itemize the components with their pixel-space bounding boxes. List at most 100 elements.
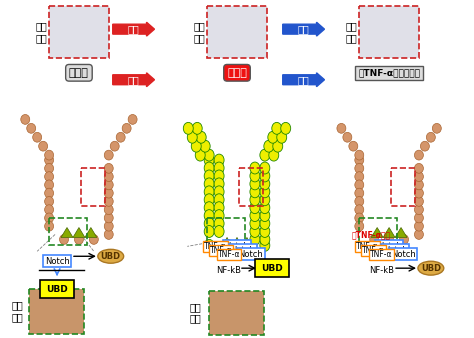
Ellipse shape — [214, 194, 224, 206]
Ellipse shape — [260, 178, 270, 190]
Bar — [81, 168, 105, 206]
Ellipse shape — [214, 186, 224, 198]
Ellipse shape — [260, 170, 270, 182]
Text: 増加: 増加 — [128, 24, 139, 34]
Ellipse shape — [214, 154, 224, 166]
Ellipse shape — [214, 178, 224, 190]
Ellipse shape — [195, 149, 205, 161]
Bar — [209, 291, 264, 335]
Ellipse shape — [45, 196, 54, 206]
Ellipse shape — [214, 162, 224, 174]
Ellipse shape — [250, 225, 260, 237]
Text: 陰窩
上部: 陰窩 上部 — [346, 21, 357, 43]
Text: TNF-α: TNF-α — [210, 246, 232, 255]
Ellipse shape — [349, 141, 358, 151]
Ellipse shape — [214, 170, 224, 182]
Ellipse shape — [343, 132, 352, 142]
Ellipse shape — [250, 170, 260, 182]
Ellipse shape — [384, 235, 393, 244]
Ellipse shape — [250, 186, 260, 198]
Ellipse shape — [104, 205, 113, 215]
Ellipse shape — [39, 141, 47, 151]
FancyArrow shape — [113, 73, 155, 87]
Ellipse shape — [192, 122, 202, 134]
Bar — [49, 6, 109, 58]
Ellipse shape — [45, 150, 54, 160]
Polygon shape — [85, 227, 97, 237]
Ellipse shape — [122, 123, 131, 133]
Ellipse shape — [116, 132, 125, 142]
Ellipse shape — [104, 180, 113, 190]
Text: TNF-α: TNF-α — [218, 250, 240, 259]
Text: Notch: Notch — [391, 250, 415, 259]
Text: TNF-α: TNF-α — [362, 246, 384, 255]
Ellipse shape — [104, 188, 113, 198]
Ellipse shape — [260, 210, 270, 222]
Ellipse shape — [204, 218, 214, 230]
Ellipse shape — [110, 141, 119, 151]
Text: 正常時: 正常時 — [69, 68, 89, 78]
Ellipse shape — [204, 178, 214, 190]
Ellipse shape — [223, 239, 233, 251]
FancyArrow shape — [283, 22, 325, 36]
Ellipse shape — [260, 234, 270, 245]
Ellipse shape — [414, 205, 423, 215]
Ellipse shape — [27, 123, 36, 133]
Ellipse shape — [260, 225, 270, 237]
Ellipse shape — [250, 234, 260, 245]
Ellipse shape — [400, 235, 409, 244]
Ellipse shape — [260, 218, 270, 230]
Ellipse shape — [281, 122, 291, 134]
Text: Notch: Notch — [45, 257, 69, 266]
Text: 陰窩
底部: 陰窩 底部 — [11, 300, 23, 322]
Ellipse shape — [273, 140, 283, 152]
Ellipse shape — [427, 132, 435, 142]
Ellipse shape — [45, 164, 54, 173]
Ellipse shape — [104, 213, 113, 223]
Ellipse shape — [260, 239, 270, 251]
Text: TNF-α: TNF-α — [204, 242, 227, 251]
Text: NF-kB: NF-kB — [369, 266, 393, 275]
Ellipse shape — [250, 178, 260, 190]
Ellipse shape — [214, 202, 224, 214]
Ellipse shape — [214, 225, 224, 237]
Ellipse shape — [250, 210, 260, 222]
Polygon shape — [371, 227, 383, 237]
Ellipse shape — [250, 218, 260, 230]
Ellipse shape — [264, 140, 274, 152]
Ellipse shape — [204, 225, 214, 237]
Ellipse shape — [272, 122, 282, 134]
Polygon shape — [232, 237, 242, 247]
Ellipse shape — [45, 155, 54, 165]
Ellipse shape — [269, 149, 279, 161]
Text: Notch: Notch — [225, 242, 249, 251]
Polygon shape — [395, 227, 407, 237]
Ellipse shape — [45, 213, 54, 223]
Ellipse shape — [414, 172, 423, 182]
Text: Notch: Notch — [377, 242, 401, 251]
Ellipse shape — [414, 196, 423, 206]
Ellipse shape — [355, 205, 364, 215]
Ellipse shape — [204, 154, 214, 166]
Text: NF-kB: NF-kB — [217, 266, 242, 275]
Ellipse shape — [355, 155, 364, 165]
Text: 陰窩
上部: 陰窩 上部 — [193, 21, 205, 43]
Ellipse shape — [104, 150, 113, 160]
Ellipse shape — [337, 123, 346, 133]
Ellipse shape — [183, 122, 193, 134]
Polygon shape — [61, 227, 73, 237]
Ellipse shape — [98, 249, 124, 263]
Ellipse shape — [214, 210, 224, 222]
Ellipse shape — [355, 213, 364, 223]
Ellipse shape — [414, 221, 423, 231]
Ellipse shape — [260, 149, 270, 161]
Ellipse shape — [414, 164, 423, 173]
Ellipse shape — [200, 140, 210, 152]
Text: Notch: Notch — [230, 246, 255, 255]
Text: 減少: 減少 — [298, 24, 310, 34]
Ellipse shape — [241, 239, 251, 251]
Ellipse shape — [128, 115, 137, 124]
Ellipse shape — [414, 230, 423, 239]
Ellipse shape — [355, 180, 364, 190]
Ellipse shape — [418, 261, 444, 275]
